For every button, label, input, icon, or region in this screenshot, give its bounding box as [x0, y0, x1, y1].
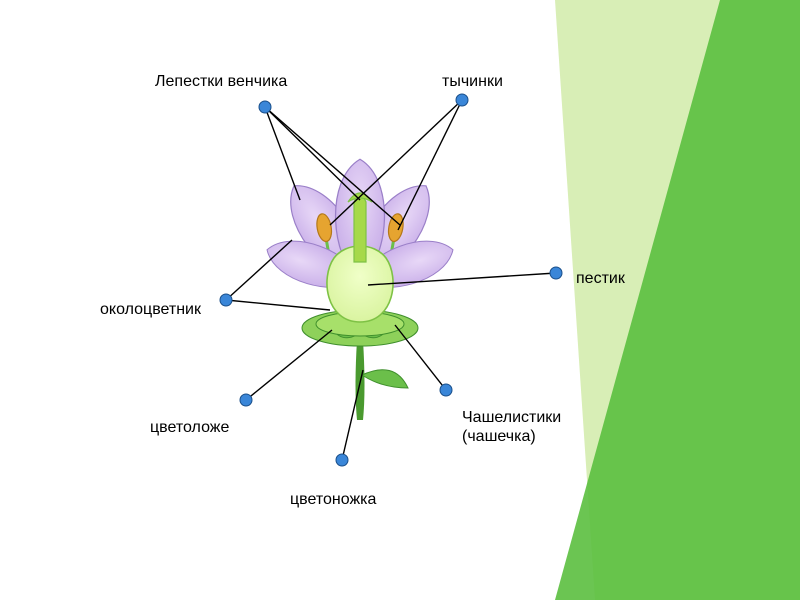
label-perianth: околоцветник [100, 300, 201, 319]
style [354, 195, 366, 262]
dot-petals [259, 101, 271, 113]
leaf [362, 370, 408, 388]
label-petals: Лепестки венчика [155, 72, 287, 91]
label-stamens: тычинки [442, 72, 503, 91]
label-pedicel: цветоножка [290, 490, 376, 509]
dot-perianth [220, 294, 232, 306]
dot-pistil [550, 267, 562, 279]
dot-sepals [440, 384, 452, 396]
dot-receptacle [240, 394, 252, 406]
label-pistil: пестик [576, 269, 625, 288]
diagram-stage: Лепестки венчика тычинки околоцветник пести… [0, 0, 800, 600]
dot-stamens [456, 94, 468, 106]
label-receptacle: цветоложе [150, 418, 229, 437]
label-sepals: Чашелистики (чашечка) [462, 408, 561, 446]
dot-pedicel [336, 454, 348, 466]
